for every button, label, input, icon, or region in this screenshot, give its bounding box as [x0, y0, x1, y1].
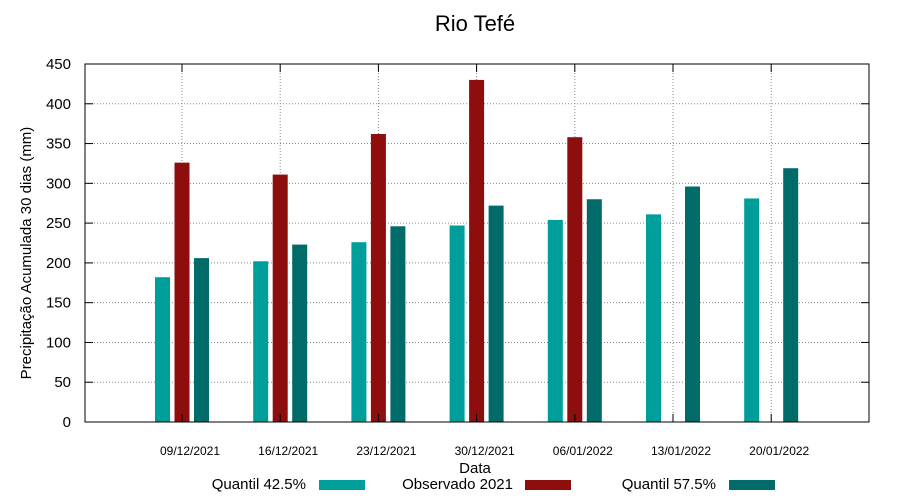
bar-quantil-42: [253, 261, 269, 422]
bar-quantil-57: [488, 205, 504, 422]
x-tick-label: 16/12/2021: [258, 444, 318, 458]
y-tick-label: 200: [46, 255, 71, 272]
bar-quantil-42: [744, 198, 760, 422]
legend-label: Quantil 57.5%: [622, 476, 716, 493]
y-tick-label: 250: [46, 215, 71, 232]
y-axis-ticks: 0 50 100 150 200 250 300 350 400 450: [46, 56, 869, 431]
y-tick-label: 100: [46, 334, 71, 351]
bar-quantil-57: [292, 244, 308, 422]
bar-quantil-57: [390, 226, 406, 422]
x-axis-label: Data: [459, 460, 491, 477]
bar-quantil-42: [449, 225, 465, 422]
bar-quantil-57: [685, 186, 700, 422]
bar-observado-2021: [469, 79, 485, 423]
y-tick-label: 450: [46, 56, 71, 73]
bar-quantil-42: [155, 277, 170, 422]
bar-quantil-42: [547, 219, 563, 422]
legend-label: Observado 2021: [402, 476, 513, 493]
bar-observado-2021: [567, 137, 583, 423]
legend-swatch: [729, 480, 775, 490]
bars-group: [155, 79, 799, 423]
bar-quantil-57: [194, 258, 209, 422]
y-tick-label: 400: [46, 96, 71, 113]
x-tick-label: 13/01/2022: [651, 444, 711, 458]
x-tick-label: 23/12/2021: [356, 444, 416, 458]
legend-swatch: [525, 480, 571, 490]
y-tick-label: 0: [63, 414, 71, 431]
bar-observado-2021: [272, 174, 288, 422]
legend-swatch: [319, 480, 365, 490]
y-tick-label: 300: [46, 175, 71, 192]
bar-quantil-57: [586, 199, 602, 422]
x-tick-label: 20/01/2022: [749, 444, 809, 458]
y-tick-label: 150: [46, 295, 71, 312]
bar-quantil-57: [783, 168, 799, 422]
bar-observado-2021: [370, 134, 386, 422]
y-tick-label: 50: [54, 374, 71, 391]
x-tick-label: 06/01/2022: [553, 444, 613, 458]
legend: Quantil 42.5% Observado 2021 Quantil 57.5%: [212, 476, 775, 493]
bar-quantil-42: [351, 242, 367, 422]
y-tick-label: 350: [46, 136, 71, 153]
x-tick-label: 09/12/2021: [160, 444, 220, 458]
bar-observado-2021: [174, 162, 190, 422]
x-tick-label: 30/12/2021: [455, 444, 515, 458]
chart-title: Rio Tefé: [435, 11, 515, 36]
y-axis-label: Precipitação Acumulada 30 dias (mm): [18, 127, 35, 380]
bar-quantil-42: [646, 214, 661, 422]
x-axis-ticks: 09/12/2021 16/12/2021 23/12/2021 30/12/2021…: [160, 64, 810, 458]
legend-label: Quantil 42.5%: [212, 476, 306, 493]
